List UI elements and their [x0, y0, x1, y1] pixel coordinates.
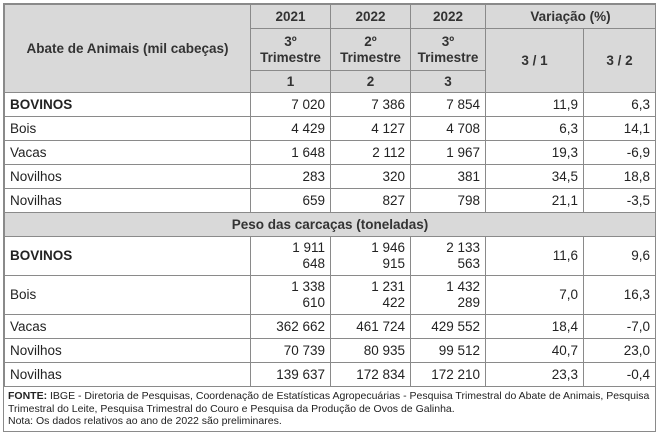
year-header-3: 2022	[410, 4, 486, 29]
table-row: Novilhas 659 827 798 21,1 -3,5	[4, 188, 657, 213]
cell-value: 70 739	[250, 338, 331, 363]
cell-value: 1 911 648	[250, 236, 331, 276]
note-line: Nota: Os dados relativos ao ano de 2022 …	[8, 415, 282, 427]
period-number-2: 2	[330, 70, 411, 93]
table-row: Novilhas 139 637 172 834 172 210 23,3 -0…	[4, 362, 657, 387]
cell-value: 320	[330, 164, 411, 189]
source-label: FONTE:	[8, 390, 48, 402]
period-number-1: 1	[250, 70, 331, 93]
cell-value: 4 429	[250, 116, 331, 141]
cell-variation: -3,5	[582, 188, 657, 213]
row-name: Novilhas	[4, 362, 251, 387]
cell-value: 80 935	[330, 338, 411, 363]
row-name: Novilhos	[4, 338, 251, 363]
year-header-1: 2021	[250, 4, 331, 29]
cell-value: 7 386	[330, 92, 411, 117]
row-name: Bois	[4, 116, 251, 141]
cell-variation: 21,1	[485, 188, 584, 213]
cell-value: 1 432 289	[410, 275, 486, 315]
source-line: FONTE: IBGE - Diretoria de Pesquisas, Co…	[8, 390, 651, 415]
cell-value: 2 133 563	[410, 236, 486, 276]
cell-value: 1 338 610	[250, 275, 331, 315]
period-header-2: 2º Trimestre	[330, 28, 411, 71]
row-name: Vacas	[4, 140, 251, 165]
cell-value: 7 854	[410, 92, 486, 117]
row-header-label: Abate de Animais (mil cabeças)	[4, 4, 251, 93]
abate-table: Abate de Animais (mil cabeças) 2021 2022…	[3, 4, 657, 387]
table-row: Vacas 362 662 461 724 429 552 18,4 -7,0	[4, 314, 657, 339]
period-header-1: 3º Trimestre	[250, 28, 331, 71]
source-text: IBGE - Diretoria de Pesquisas, Coordenaç…	[8, 390, 650, 415]
cell-variation: -6,9	[582, 140, 657, 165]
table-row: Bois 1 338 610 1 231 422 1 432 289 7,0 1…	[4, 275, 657, 315]
row-name: Bois	[4, 275, 251, 315]
cell-value: 2 112	[330, 140, 411, 165]
cell-variation: 16,3	[582, 275, 657, 315]
cell-variation: -7,0	[582, 314, 657, 339]
variation-col-3-1: 3 / 1	[485, 28, 584, 93]
table-row: Vacas 1 648 2 112 1 967 19,3 -6,9	[4, 140, 657, 165]
cell-variation: 11,6	[485, 236, 584, 276]
cell-value: 429 552	[410, 314, 486, 339]
cell-value: 1 946 915	[330, 236, 411, 276]
cell-variation: 6,3	[485, 116, 584, 141]
cell-value: 362 662	[250, 314, 331, 339]
cell-variation: 9,6	[582, 236, 657, 276]
cell-value: 1 648	[250, 140, 331, 165]
cell-value: 139 637	[250, 362, 331, 387]
cell-variation: -0,4	[582, 362, 657, 387]
source-notes: FONTE: IBGE - Diretoria de Pesquisas, Co…	[4, 387, 655, 431]
cell-value: 99 512	[410, 338, 486, 363]
variation-col-3-2: 3 / 2	[582, 28, 657, 93]
cell-value: 659	[250, 188, 331, 213]
cell-variation: 23,3	[485, 362, 584, 387]
cell-variation: 18,4	[485, 314, 584, 339]
cell-variation: 23,0	[582, 338, 657, 363]
cell-value: 283	[250, 164, 331, 189]
cell-value: 1 231 422	[330, 275, 411, 315]
statistics-table-container: Abate de Animais (mil cabeças) 2021 2022…	[3, 3, 657, 432]
cell-variation: 34,5	[485, 164, 584, 189]
cell-variation: 14,1	[582, 116, 657, 141]
variation-header: Variação (%)	[484, 4, 657, 29]
cell-variation: 40,7	[485, 338, 584, 363]
row-name: Novilhas	[4, 188, 251, 213]
cell-value: 172 834	[330, 362, 411, 387]
cell-value: 827	[330, 188, 411, 213]
cell-variation: 7,0	[485, 275, 584, 315]
cell-value: 7 020	[250, 92, 331, 117]
cell-value: 461 724	[330, 314, 411, 339]
cell-value: 4 708	[410, 116, 486, 141]
row-name: Novilhos	[4, 164, 251, 189]
cell-variation: 6,3	[582, 92, 657, 117]
cell-variation: 18,8	[582, 164, 657, 189]
table-row: Bois 4 429 4 127 4 708 6,3 14,1	[4, 116, 657, 141]
section-header-row: Peso das carcaças (toneladas)	[3, 212, 657, 237]
row-name: BOVINOS	[4, 236, 251, 276]
cell-variation: 11,9	[485, 92, 584, 117]
cell-value: 4 127	[330, 116, 411, 141]
cell-value: 798	[410, 188, 486, 213]
cell-value: 381	[410, 164, 486, 189]
cell-variation: 19,3	[485, 140, 584, 165]
table-row: Novilhos 70 739 80 935 99 512 40,7 23,0	[4, 338, 657, 363]
period-number-3: 3	[410, 70, 486, 93]
section-title: Peso das carcaças (toneladas)	[3, 212, 657, 237]
row-name: Vacas	[4, 314, 251, 339]
year-header-2: 2022	[330, 4, 411, 29]
table-row: BOVINOS 7 020 7 386 7 854 11,9 6,3	[4, 92, 657, 117]
table-row: BOVINOS 1 911 648 1 946 915 2 133 563 11…	[4, 236, 657, 276]
cell-value: 172 210	[410, 362, 486, 387]
period-header-3: 3º Trimestre	[410, 28, 486, 71]
row-name: BOVINOS	[4, 92, 251, 117]
table-row: Novilhos 283 320 381 34,5 18,8	[4, 164, 657, 189]
cell-value: 1 967	[410, 140, 486, 165]
